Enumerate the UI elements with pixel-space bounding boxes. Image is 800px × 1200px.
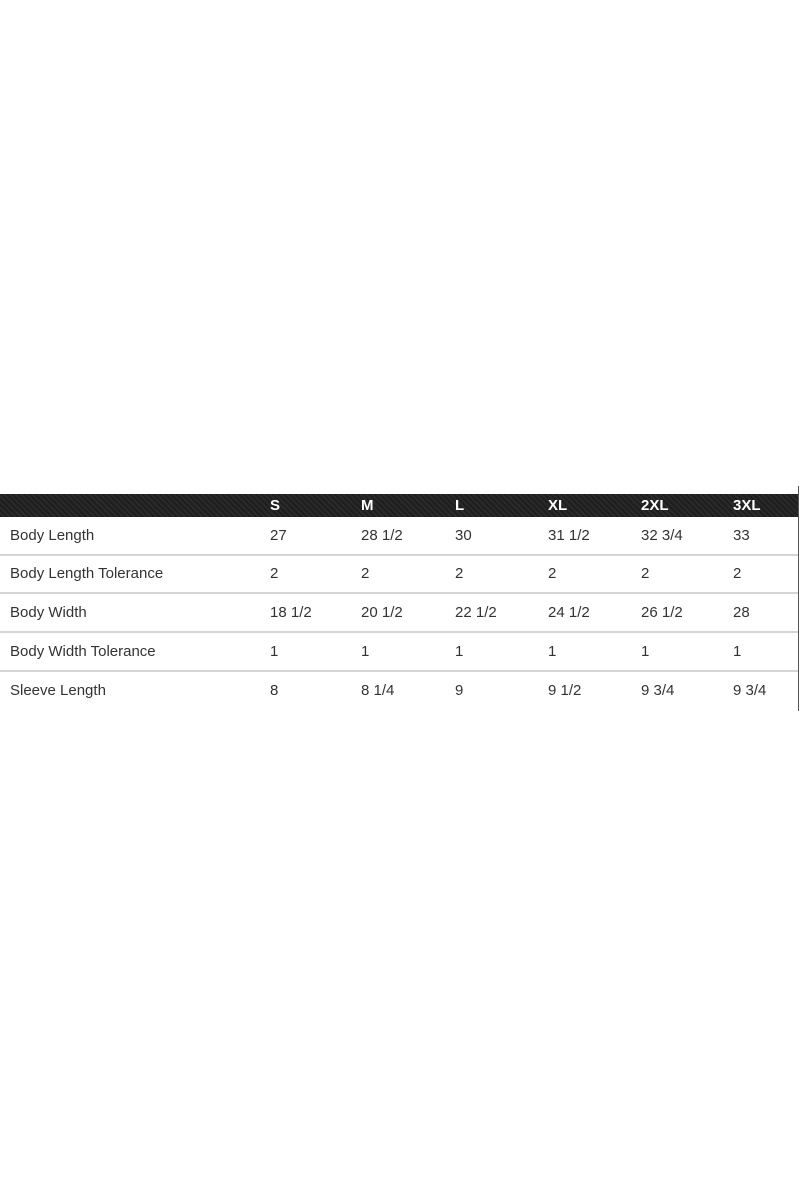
column-header-2xl: 2XL xyxy=(641,497,669,514)
table-cell: 1 xyxy=(361,643,370,660)
table-cell: 18 1/2 xyxy=(270,604,312,621)
table-row: Body Length 27 28 1/2 30 31 1/2 32 3/4 33 xyxy=(0,517,798,556)
table-right-border xyxy=(798,486,799,711)
table-cell: 2 xyxy=(361,565,370,582)
table-cell: 31 1/2 xyxy=(548,527,590,544)
table-cell: 2 xyxy=(455,565,464,582)
row-label: Body Length Tolerance xyxy=(10,565,164,582)
table-cell: 2 xyxy=(733,565,742,582)
table-cell: 9 1/2 xyxy=(548,682,582,699)
table-cell: 28 1/2 xyxy=(361,527,403,544)
table-cell: 1 xyxy=(455,643,464,660)
table-row: Sleeve Length 8 8 1/4 9 9 1/2 9 3/4 9 3/4 xyxy=(0,672,798,711)
table-cell: 24 1/2 xyxy=(548,604,590,621)
table-header: S M L XL 2XL 3XL xyxy=(0,494,798,517)
table-cell: 1 xyxy=(270,643,279,660)
column-header-xl: XL xyxy=(548,497,568,514)
table-cell: 2 xyxy=(548,565,557,582)
row-label: Sleeve Length xyxy=(10,682,106,699)
table-row: Body Width 18 1/2 20 1/2 22 1/2 24 1/2 26 1/2… xyxy=(0,594,798,633)
row-label: Body Length xyxy=(10,527,95,544)
table-row: Body Length Tolerance 2 2 2 2 2 2 xyxy=(0,555,798,594)
table-cell: 2 xyxy=(270,565,279,582)
table-cell: 22 1/2 xyxy=(455,604,497,621)
column-header-m: M xyxy=(361,497,374,514)
row-label: Body Width Tolerance xyxy=(10,643,156,660)
table-cell: 8 1/4 xyxy=(361,682,395,699)
table-cell: 33 xyxy=(733,527,750,544)
table-row: Body Width Tolerance 1 1 1 1 1 1 xyxy=(0,633,798,672)
table-cell: 32 3/4 xyxy=(641,527,683,544)
table-cell: 9 3/4 xyxy=(641,682,675,699)
table-cell: 2 xyxy=(641,565,650,582)
column-header-l: L xyxy=(455,497,465,514)
table-cell: 20 1/2 xyxy=(361,604,403,621)
table-cell: 1 xyxy=(733,643,742,660)
table-cell: 1 xyxy=(641,643,650,660)
table-cell: 30 xyxy=(455,527,472,544)
column-header-s: S xyxy=(270,497,281,514)
row-label: Body Width xyxy=(10,604,87,621)
table-cell: 8 xyxy=(270,682,279,699)
table-cell: 9 xyxy=(455,682,464,699)
table-cell: 1 xyxy=(548,643,557,660)
table-cell: 28 xyxy=(733,604,750,621)
table-cell: 9 3/4 xyxy=(733,682,767,699)
column-header-3xl: 3XL xyxy=(733,497,761,514)
table-cell: 27 xyxy=(270,527,287,544)
table-cell: 26 1/2 xyxy=(641,604,683,621)
